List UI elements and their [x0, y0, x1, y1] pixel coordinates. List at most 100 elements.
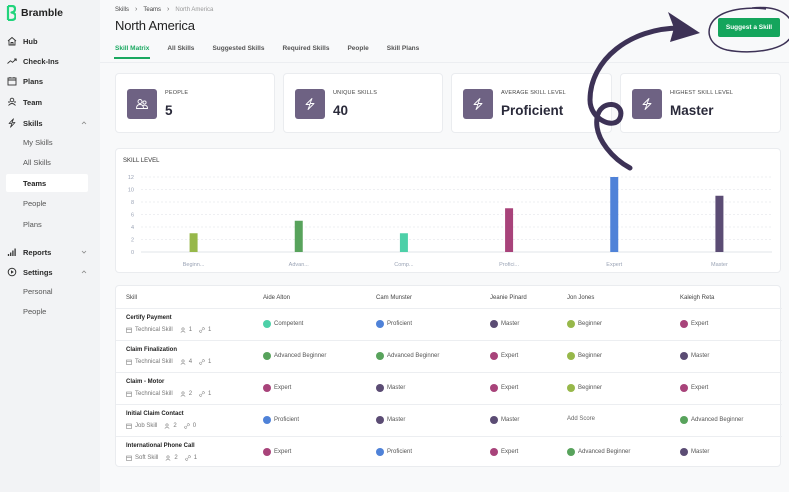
- add-score-link[interactable]: Add Score: [567, 416, 596, 422]
- chart-bar[interactable]: [399, 233, 408, 252]
- chart-bar[interactable]: [189, 233, 198, 252]
- link-icon: [199, 327, 205, 333]
- sidebar-subitem-settings-people[interactable]: People: [23, 306, 47, 316]
- skill-level-cell[interactable]: Expert: [263, 384, 291, 392]
- chevron-down-icon[interactable]: [80, 248, 88, 256]
- y-tick-label: 8: [131, 200, 134, 206]
- skill-level-cell[interactable]: Expert: [263, 448, 291, 456]
- skill-level-cell[interactable]: Master: [680, 448, 709, 456]
- sidebar-subitem-people[interactable]: People: [23, 198, 47, 208]
- sidebar-subitem-all-skills[interactable]: All Skills: [23, 157, 51, 167]
- chart-bar[interactable]: [294, 220, 303, 252]
- level-dot-icon: [490, 352, 498, 360]
- skill-name[interactable]: Initial Claim Contact: [126, 411, 184, 417]
- skill-level-label: Expert: [274, 449, 292, 455]
- sidebar-item-label: Skills: [23, 118, 43, 128]
- sidebar-subitem-my-skills[interactable]: My Skills: [23, 137, 53, 147]
- skill-level-label: Advanced Beginner: [274, 353, 327, 359]
- table-row[interactable]: Certify Payment Technical Skill 1 1 Comp…: [116, 308, 782, 340]
- app-name: Bramble: [21, 7, 64, 19]
- chart-bar[interactable]: [505, 208, 514, 252]
- skill-name[interactable]: International Phone Call: [126, 443, 195, 449]
- table-row[interactable]: International Phone Call Soft Skill 2 1 …: [116, 436, 782, 468]
- sidebar-item-hub[interactable]: Hub: [0, 32, 100, 50]
- suggest-skill-button[interactable]: Suggest a Skill: [718, 18, 780, 37]
- breadcrumb-teams[interactable]: Teams: [143, 6, 162, 13]
- link-count: 1: [208, 391, 212, 397]
- breadcrumb-skills[interactable]: Skills: [115, 6, 130, 13]
- sidebar-item-label: Reports: [23, 247, 52, 257]
- skill-level-cell[interactable]: Master: [376, 384, 405, 392]
- sidebar-item-plans[interactable]: Plans: [0, 72, 100, 90]
- skill-level-cell[interactable]: Expert: [490, 352, 518, 360]
- table-row[interactable]: Claim Finalization Technical Skill 4 1 A…: [116, 340, 782, 372]
- people-icon: [180, 359, 186, 365]
- skill-level-label: Master: [691, 353, 710, 359]
- skill-level-cell[interactable]: Expert: [490, 384, 518, 392]
- skill-level-cell[interactable]: Proficient: [263, 416, 299, 424]
- sidebar-subitem-teams[interactable]: Teams: [6, 174, 88, 192]
- chevron-right-icon: ›: [135, 6, 138, 13]
- skill-level-cell[interactable]: Expert: [680, 384, 708, 392]
- tab-all-skills[interactable]: All Skills: [167, 45, 195, 52]
- sidebar-subitem-plans[interactable]: Plans: [23, 219, 42, 229]
- chevron-up-icon[interactable]: [80, 119, 88, 127]
- chart-bar[interactable]: [715, 195, 724, 252]
- lightning-icon: [8, 118, 16, 128]
- sidebar-item-skills[interactable]: Skills: [0, 114, 100, 132]
- skill-level-label: Advanced Beginner: [691, 417, 744, 423]
- skill-meta: Soft Skill 2 1: [126, 455, 197, 461]
- skill-name[interactable]: Certify Payment: [126, 315, 172, 321]
- x-tick-label: Master: [711, 262, 728, 268]
- skill-level-cell[interactable]: Advanced Beginner: [376, 352, 439, 360]
- sidebar-item-team[interactable]: Team: [0, 93, 100, 111]
- tab-required-skills[interactable]: Required Skills: [282, 45, 330, 52]
- level-dot-icon: [263, 448, 271, 456]
- table-row[interactable]: Initial Claim Contact Job Skill 2 0 Prof…: [116, 404, 782, 436]
- people-icon: [180, 327, 186, 333]
- chart-bar[interactable]: [610, 177, 619, 252]
- skill-level-cell[interactable]: Master: [490, 416, 519, 424]
- sidebar-item-settings[interactable]: Settings: [0, 263, 100, 281]
- skill-level-cell[interactable]: Proficient: [376, 448, 412, 456]
- skill-name[interactable]: Claim - Motor: [126, 379, 165, 385]
- skill-level-cell[interactable]: Competent: [263, 320, 303, 328]
- skill-level-cell[interactable]: Advanced Beginner: [680, 416, 743, 424]
- skill-level-cell[interactable]: Expert: [680, 320, 708, 328]
- skill-level-cell[interactable]: Expert: [490, 448, 518, 456]
- skill-level-cell[interactable]: Beginner: [567, 320, 602, 328]
- skill-level-label: Master: [691, 449, 710, 455]
- level-dot-icon: [680, 384, 688, 392]
- skill-level-cell[interactable]: Master: [490, 320, 519, 328]
- level-dot-icon: [376, 416, 384, 424]
- skill-level-cell[interactable]: Master: [376, 416, 405, 424]
- tab-suggested-skills[interactable]: Suggested Skills: [212, 45, 265, 52]
- skill-level-cell[interactable]: Beginner: [567, 352, 602, 360]
- lightning-icon: [473, 98, 483, 110]
- column-header-person: Jeanie Pinard: [490, 295, 527, 301]
- tab-skill-plans[interactable]: Skill Plans: [386, 45, 420, 52]
- x-tick-label: Expert: [606, 262, 622, 268]
- skill-type-icon: [126, 391, 132, 397]
- skill-level-cell[interactable]: Advanced Beginner: [567, 448, 630, 456]
- level-dot-icon: [490, 320, 498, 328]
- skill-level-cell[interactable]: Master: [680, 352, 709, 360]
- sidebar-subitem-personal[interactable]: Personal: [23, 286, 53, 296]
- settings-icon: [7, 267, 17, 277]
- skill-name[interactable]: Claim Finalization: [126, 347, 178, 353]
- sidebar-item-check-ins[interactable]: Check-Ins: [0, 52, 100, 70]
- logo[interactable]: Bramble: [6, 5, 63, 21]
- table-row[interactable]: Claim - Motor Technical Skill 2 1 Expert…: [116, 372, 782, 404]
- people-icon: [164, 423, 170, 429]
- skill-level-label: Beginner: [578, 353, 603, 359]
- skill-level-cell[interactable]: Advanced Beginner: [263, 352, 326, 360]
- skill-level-cell[interactable]: Proficient: [376, 320, 412, 328]
- tab-people[interactable]: People: [347, 45, 369, 52]
- chevron-up-icon[interactable]: [80, 268, 88, 276]
- tab-skill-matrix[interactable]: Skill Matrix: [113, 41, 151, 59]
- link-icon: [199, 359, 205, 365]
- sidebar-item-reports[interactable]: Reports: [0, 243, 100, 261]
- team-icon: [8, 97, 16, 106]
- skill-level-cell[interactable]: Beginner: [567, 384, 602, 392]
- skill-meta: Job Skill 2 0: [126, 423, 196, 429]
